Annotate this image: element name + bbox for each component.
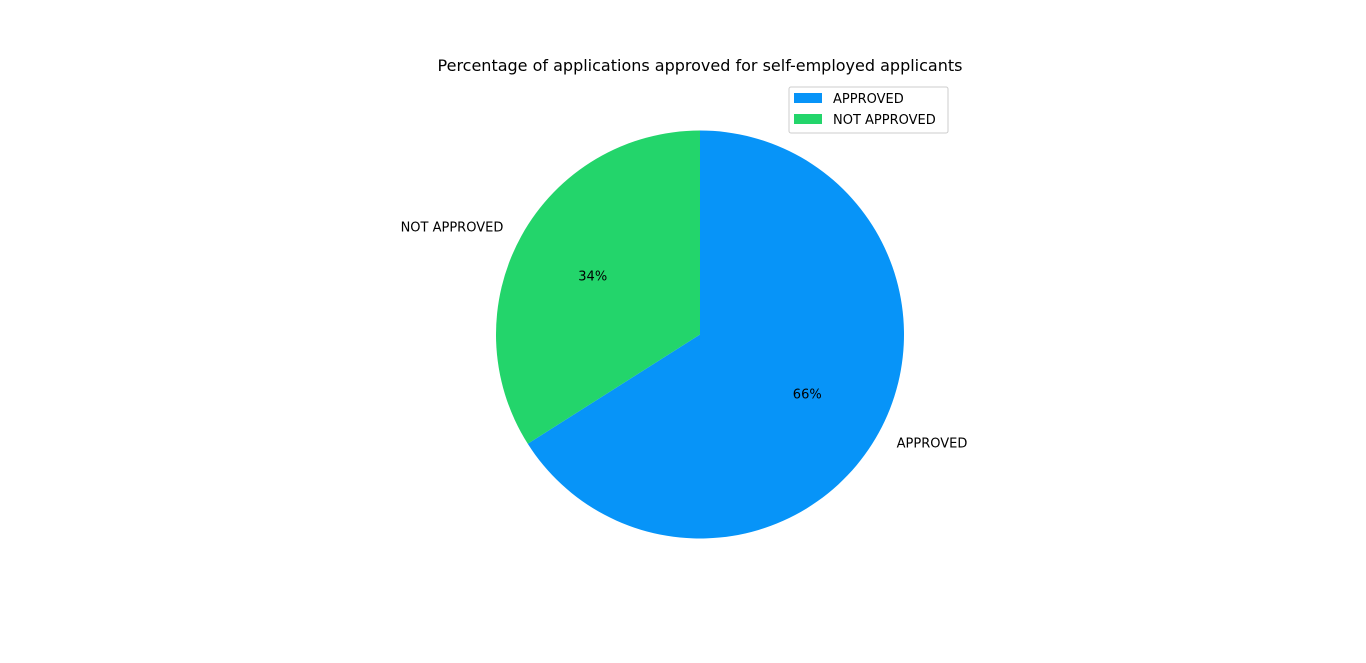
legend-frame (788, 86, 949, 134)
pie-slice-approved (527, 130, 904, 539)
legend-label-approved: APPROVED (833, 92, 904, 107)
percent-label-approved: 66% (793, 387, 822, 402)
pie-labels: APPROVED 66% NOT APPROVED 34% (401, 220, 968, 451)
chart-title: Percentage of applications approved for … (438, 56, 963, 75)
slice-label-not-approved: NOT APPROVED (401, 220, 504, 235)
pie-slices (496, 130, 904, 539)
chart-legend: APPROVED NOT APPROVED (788, 86, 949, 134)
legend-swatch-approved (794, 93, 822, 103)
percent-label-not-approved: 34% (578, 270, 607, 285)
slice-label-approved: APPROVED (897, 437, 968, 452)
legend-label-not-approved: NOT APPROVED (833, 113, 936, 128)
pie-slice-not-approved (496, 130, 700, 444)
legend-swatch-not-approved (794, 114, 822, 124)
